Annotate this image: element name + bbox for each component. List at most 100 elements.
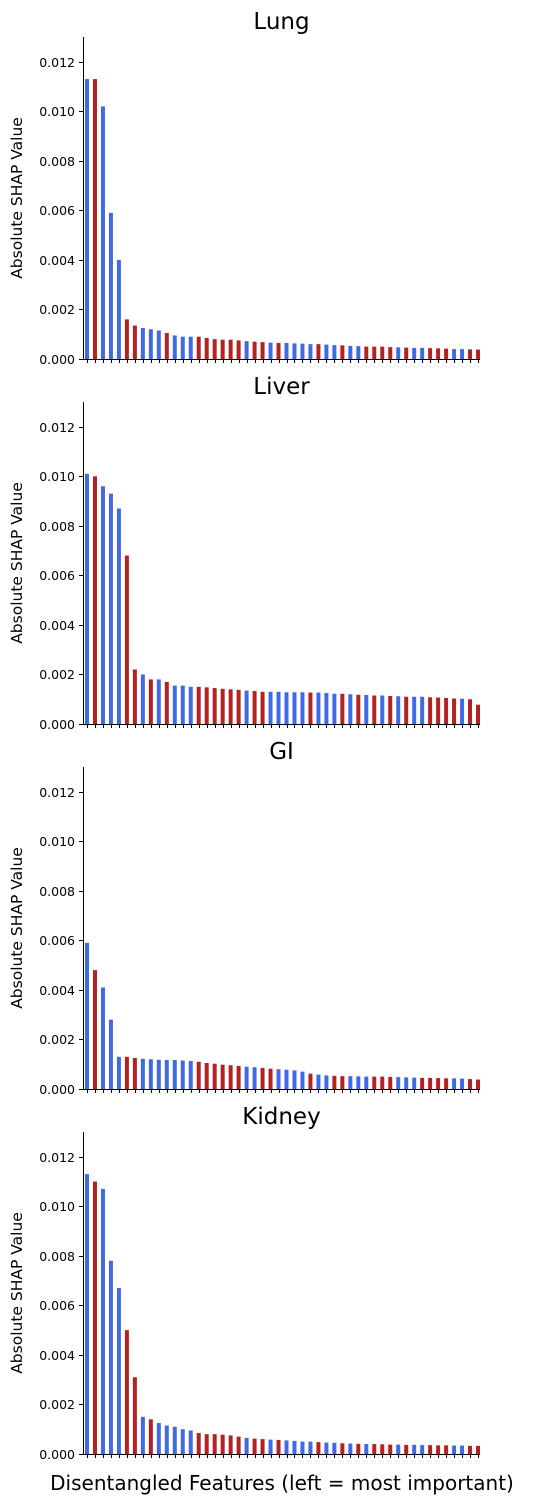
bar: [276, 691, 281, 724]
bar: [372, 346, 377, 359]
panel-title: Liver: [253, 374, 310, 400]
bar: [236, 689, 241, 724]
y-tick-label: 0.010: [39, 1199, 75, 1214]
x-axis-title: Disentangled Features (left = most impor…: [50, 1471, 514, 1495]
y-axis-label: Absolute SHAP Value: [8, 117, 26, 279]
bar: [85, 942, 89, 1089]
bar: [420, 347, 425, 359]
bar: [452, 698, 457, 724]
bar: [308, 692, 313, 724]
bar: [108, 212, 113, 359]
bar: [276, 342, 281, 359]
bar: [85, 1174, 89, 1454]
bar: [124, 555, 129, 724]
bar: [476, 1445, 481, 1454]
bar: [196, 686, 201, 724]
bar: [428, 1077, 433, 1089]
bar: [364, 695, 369, 724]
bar: [212, 688, 217, 724]
bar: [100, 106, 105, 359]
bar: [172, 1426, 177, 1454]
y-tick-label: 0.010: [39, 834, 75, 849]
bar: [260, 1439, 265, 1454]
bar: [324, 693, 329, 724]
bar: [364, 1076, 369, 1089]
panel-title: Lung: [253, 9, 309, 35]
bar: [124, 319, 129, 359]
bar: [116, 259, 121, 359]
bar: [148, 679, 153, 724]
bar: [396, 1444, 401, 1454]
bar: [372, 695, 377, 724]
bar: [284, 1069, 289, 1089]
bar: [156, 1059, 161, 1089]
bar: [252, 341, 257, 359]
bar: [212, 1063, 217, 1089]
bar: [188, 686, 193, 724]
bar: [308, 1441, 313, 1454]
bar: [372, 1444, 377, 1454]
bar: [428, 1445, 433, 1454]
bar: [196, 1432, 201, 1454]
bar: [300, 692, 305, 724]
y-tick-label: 0.004: [39, 983, 75, 998]
y-axis-label: Absolute SHAP Value: [8, 1212, 26, 1374]
bar: [140, 328, 145, 359]
bar: [140, 674, 145, 724]
bar: [380, 695, 385, 724]
bar: [140, 1416, 145, 1454]
bar: [228, 689, 233, 724]
bar: [164, 1060, 169, 1089]
bar: [324, 1075, 329, 1089]
bar: [404, 347, 409, 359]
bar: [188, 336, 193, 359]
bar: [348, 1076, 353, 1089]
bar: [340, 693, 345, 724]
bar: [204, 1434, 209, 1454]
bar: [460, 1078, 465, 1089]
y-tick-label: 0.000: [39, 1447, 75, 1462]
bar: [452, 1445, 457, 1454]
bar: [460, 1445, 465, 1454]
bar: [380, 1444, 385, 1454]
bar: [85, 79, 89, 359]
bar: [204, 1062, 209, 1089]
y-axis-label: Absolute SHAP Value: [8, 847, 26, 1009]
bar: [252, 1438, 257, 1454]
bar: [212, 1434, 217, 1454]
bar: [452, 349, 457, 359]
y-tick-label: 0.000: [39, 717, 75, 732]
bar: [380, 1076, 385, 1089]
bar: [284, 1440, 289, 1454]
bar: [132, 1058, 137, 1089]
bar: [468, 349, 473, 359]
bar: [452, 1078, 457, 1089]
bar: [460, 698, 465, 724]
bar: [388, 1444, 393, 1454]
bar: [284, 692, 289, 724]
y-tick-label: 0.012: [39, 1150, 75, 1165]
bar: [476, 704, 481, 724]
bar: [148, 329, 153, 359]
bar: [204, 337, 209, 359]
bar: [108, 1019, 113, 1089]
bar: [300, 343, 305, 359]
bar: [412, 1077, 417, 1089]
bar: [164, 1425, 169, 1454]
bar: [436, 697, 441, 724]
bar: [468, 1079, 473, 1089]
bar: [364, 346, 369, 359]
bar: [188, 1430, 193, 1454]
bar: [252, 691, 257, 724]
bar: [308, 1073, 313, 1089]
y-tick-label: 0.004: [39, 618, 75, 633]
bar: [468, 1445, 473, 1454]
bar: [92, 970, 97, 1089]
bar: [444, 348, 449, 359]
bar: [228, 1065, 233, 1089]
panel-title: Kidney: [242, 1104, 320, 1130]
bar: [196, 336, 201, 359]
bar: [348, 1443, 353, 1454]
bar: [188, 1061, 193, 1089]
